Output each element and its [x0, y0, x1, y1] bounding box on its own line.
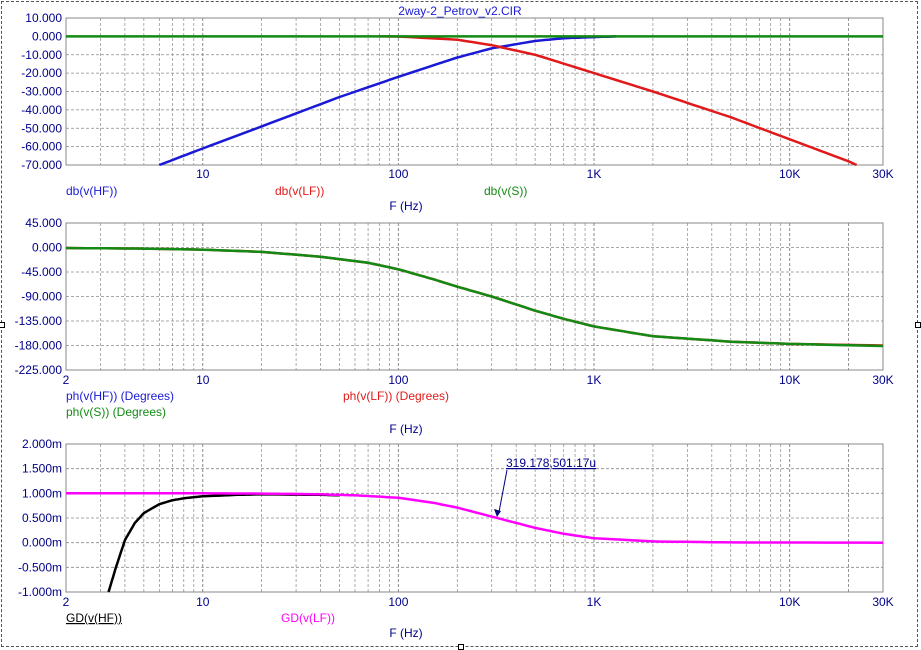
series-line-db-v-lf-: [379, 35, 858, 167]
panel-3: [65, 443, 884, 593]
x-tick-label: 100: [388, 595, 408, 609]
window-title: 2way-2_Petrov_v2.CIR: [398, 4, 522, 18]
legend-entry: db(v(LF)): [275, 184, 324, 198]
x-axis-label: F (Hz): [389, 199, 422, 213]
y-tick-label: -0.500m: [18, 560, 62, 574]
y-tick-label: -135.000: [15, 314, 63, 328]
y-tick-label: 0.000: [32, 241, 62, 255]
y-tick-label: 1.500m: [22, 462, 62, 476]
x-tick-label: 2: [63, 595, 70, 609]
y-tick-label: -180.000: [15, 339, 63, 353]
y-tick-label: -90.000: [21, 290, 62, 304]
resize-handle-left[interactable]: [0, 322, 5, 328]
y-tick-label: -45.000: [21, 265, 62, 279]
x-tick-label: 30K: [872, 373, 893, 387]
x-axis-label: F (Hz): [389, 422, 422, 436]
x-tick-label: 10: [196, 373, 210, 387]
x-tick-label: 1K: [587, 373, 602, 387]
plot-border: [65, 17, 884, 166]
legend-entry: ph(v(S)) (Degrees): [66, 405, 166, 419]
x-tick-label: 10K: [779, 373, 800, 387]
annotation-arrow-head: [493, 508, 501, 517]
x-tick-label: 1K: [587, 595, 602, 609]
panel-2: [65, 222, 884, 371]
annotation-arrow-line: [498, 469, 508, 513]
x-axis-label: F (Hz): [389, 626, 422, 640]
x-tick-label: 2: [63, 373, 70, 387]
legend-entry: db(v(HF)): [66, 184, 117, 198]
y-tick-label: 45.000: [25, 216, 62, 230]
y-tick-label: 2.000m: [22, 437, 62, 451]
x-tick-label: 10K: [779, 595, 800, 609]
x-tick-label: 30K: [872, 167, 893, 181]
y-tick-label: 10.000: [25, 11, 62, 25]
y-tick-label: 1.000m: [22, 486, 62, 500]
y-tick-label: -10.000: [21, 48, 62, 62]
legend-entry: ph(v(LF)) (Degrees): [343, 389, 449, 403]
x-tick-label: 10K: [779, 167, 800, 181]
series-line-db-v-hf-: [158, 35, 617, 167]
x-tick-label: 10: [196, 167, 210, 181]
y-tick-label: 0.000m: [22, 536, 62, 550]
y-tick-label: -225.000: [15, 363, 63, 377]
y-tick-label: -40.000: [21, 103, 62, 117]
plot-border: [65, 222, 884, 371]
y-tick-label: -50.000: [21, 121, 62, 135]
y-tick-label: -1.000m: [18, 585, 62, 599]
legend-entry: ph(v(HF)) (Degrees): [66, 389, 174, 403]
x-tick-label: 1K: [587, 167, 602, 181]
x-tick-label: 100: [388, 373, 408, 387]
y-tick-label: -30.000: [21, 85, 62, 99]
y-tick-label: -70.000: [21, 158, 62, 172]
series-line-gd-v-hf-: [107, 493, 340, 593]
x-tick-label: 30K: [872, 595, 893, 609]
legend-entry: GD(v(LF)): [281, 611, 335, 625]
y-tick-label: 0.500m: [22, 511, 62, 525]
y-tick-label: 0.000: [32, 29, 62, 43]
panel-1: [65, 17, 884, 167]
legend-entry: db(v(S)): [484, 184, 527, 198]
legend-entry: GD(v(HF)): [66, 611, 122, 625]
y-tick-label: -60.000: [21, 140, 62, 154]
series-line-gd-v-lf-: [66, 492, 884, 544]
cursor-annotation-label: 319.178,501.17u: [506, 456, 596, 470]
x-tick-label: 10: [196, 595, 210, 609]
x-tick-label: 100: [388, 167, 408, 181]
y-tick-label: -20.000: [21, 66, 62, 80]
series-line-ph-v-s-degrees-: [65, 246, 884, 348]
plot-border: [65, 443, 884, 593]
